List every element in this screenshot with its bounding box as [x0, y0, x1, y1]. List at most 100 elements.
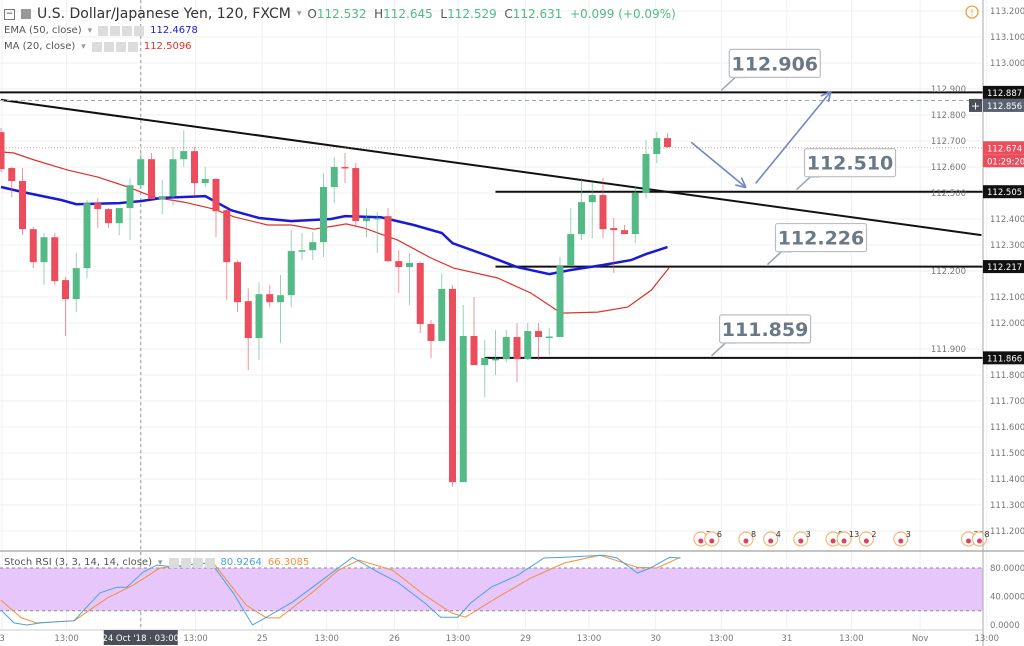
candle-body [567, 234, 575, 267]
candle-body [158, 196, 166, 199]
stoch-tick: 0.0000 [990, 621, 1020, 631]
alert-icon [965, 5, 979, 19]
close-icon[interactable] [127, 41, 138, 52]
event-dot-icon [709, 538, 715, 544]
candle-body [309, 242, 317, 251]
level-price-tag-bg [983, 185, 1024, 199]
candle-body [524, 331, 532, 360]
candle-body [481, 358, 489, 366]
eye-icon[interactable] [168, 557, 179, 568]
gear-icon[interactable] [110, 25, 121, 36]
candle-body [653, 138, 661, 154]
gear-icon[interactable] [103, 41, 114, 52]
candle-body [384, 216, 392, 262]
candle [588, 182, 596, 238]
eye-icon[interactable] [98, 25, 109, 36]
chevron-down-icon[interactable]: ▾ [81, 41, 86, 52]
candle [621, 224, 628, 235]
candle [62, 276, 69, 336]
candle [19, 168, 26, 236]
gear-icon[interactable] [180, 557, 191, 568]
level-price-tag: 112.505 [987, 188, 1022, 198]
callout-pointer [795, 175, 821, 191]
candle-body [427, 324, 435, 341]
plus-icon[interactable] [122, 25, 133, 36]
event-count: 8 [751, 530, 756, 539]
level-price-tag-bg [983, 351, 1024, 365]
chevron-down-icon[interactable]: ▾ [87, 25, 93, 36]
price-tick: 112.100 [990, 293, 1024, 303]
symbol-title[interactable]: U.S. Dollar/Japanese Yen, 120, FXCM [37, 6, 291, 22]
candle [341, 152, 349, 184]
indicator-buttons[interactable] [98, 25, 145, 36]
stoch-d-line [0, 554, 681, 624]
candle [223, 208, 231, 301]
candle-body [19, 181, 26, 230]
indicator-buttons[interactable] [91, 41, 138, 52]
price-tick: 111.900 [931, 345, 966, 355]
close-icon[interactable] [134, 25, 145, 36]
price-tick: 111.600 [990, 423, 1024, 433]
level-price-tag-bg [983, 85, 1024, 99]
candle [255, 282, 263, 361]
candle-body [83, 203, 91, 269]
high-value: 112.645 [383, 7, 433, 21]
ma-label[interactable]: MA (20, close) [4, 41, 76, 52]
candle [298, 233, 306, 261]
level-price-tag-bg [983, 260, 1024, 274]
time-tick: 3 [0, 634, 5, 644]
arrow-head [735, 184, 747, 189]
level-price-tag: 111.866 [987, 354, 1022, 364]
candle-body [502, 337, 510, 360]
candle [0, 128, 5, 173]
candle-body [395, 261, 403, 268]
stoch-label[interactable]: Stoch RSI (3, 3, 14, 14, close) [4, 557, 152, 568]
event-dot-icon [977, 538, 982, 544]
chevron-down-icon[interactable]: ▾ [296, 9, 302, 19]
candle [287, 230, 295, 308]
time-crosshair-tag [103, 630, 178, 645]
stoch-tick: 40.0000 [990, 593, 1024, 603]
candle-body [169, 159, 177, 197]
event-dot-icon [798, 538, 804, 544]
candle-body [180, 151, 188, 160]
candle [427, 320, 435, 359]
ma-value: 112.5096 [143, 41, 192, 52]
eye-icon[interactable] [91, 41, 102, 52]
plus-icon[interactable] [192, 557, 203, 568]
candle [244, 288, 252, 371]
candle [320, 172, 327, 257]
candle-body [406, 262, 413, 268]
candle-body [363, 217, 370, 222]
collapse-icon[interactable]: − [4, 8, 15, 20]
callout-label: 111.859 [722, 319, 809, 341]
ema-label[interactable]: EMA (50, close) [4, 25, 82, 36]
price-tick: 112.200 [931, 267, 966, 277]
indicator-buttons[interactable] [168, 557, 215, 568]
candle [664, 133, 671, 149]
close-icon[interactable] [204, 557, 215, 568]
forecast-arrow [755, 90, 832, 184]
plus-icon[interactable] [115, 41, 126, 52]
candle-body [556, 266, 564, 338]
candle [438, 273, 446, 341]
price-tick: 112.700 [931, 137, 966, 147]
chevron-down-icon[interactable]: ▾ [158, 557, 163, 568]
ema-value: 112.4678 [150, 25, 198, 36]
candle-body [0, 132, 5, 170]
add-alert-button [969, 98, 982, 112]
callout-label: 112.906 [731, 53, 818, 75]
event-count: 3 [906, 530, 911, 539]
candle-body [545, 336, 553, 339]
low-label: L [440, 7, 448, 21]
forecast-arrow [690, 141, 747, 189]
bar-countdown-tag: 01:29:20 [987, 157, 1024, 167]
stoch-k-value: 80.9264 [220, 557, 262, 568]
time-tick: 13:00 [314, 634, 339, 644]
candle [94, 198, 102, 229]
candle-body [352, 168, 360, 222]
candle [352, 163, 360, 228]
candle [556, 256, 564, 338]
